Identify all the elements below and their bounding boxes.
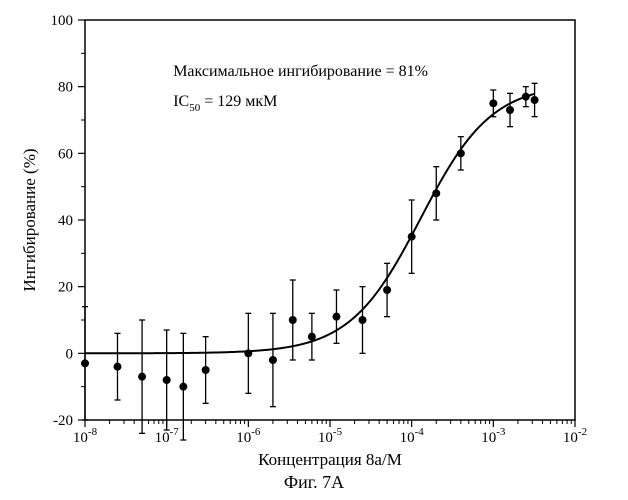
annotation-text: IC50 = 129 мкМ xyxy=(173,93,277,114)
x-tick-label: 10-8 xyxy=(73,426,98,446)
data-point xyxy=(432,167,440,220)
marker-icon xyxy=(358,316,366,324)
data-point xyxy=(358,287,366,354)
data-point xyxy=(202,337,210,404)
marker-icon xyxy=(163,376,171,384)
data-point xyxy=(179,333,187,440)
marker-icon xyxy=(506,106,514,114)
data-point xyxy=(332,290,340,343)
figure-caption: Фиг. 7А xyxy=(284,472,344,492)
x-axis-label: Концентрация 8a/M xyxy=(258,450,402,469)
data-point xyxy=(269,313,277,406)
marker-icon xyxy=(432,189,440,197)
marker-icon xyxy=(289,316,297,324)
y-tick-label: -20 xyxy=(53,413,73,429)
annotation-text: Максимальное ингибирование = 81% xyxy=(173,63,428,80)
marker-icon xyxy=(522,93,530,101)
plot-frame xyxy=(85,20,575,420)
data-point xyxy=(531,83,539,116)
y-tick-label: 100 xyxy=(51,13,74,29)
data-point xyxy=(383,263,391,316)
marker-icon xyxy=(244,349,252,357)
marker-icon xyxy=(308,333,316,341)
x-tick-label: 10-6 xyxy=(236,426,261,446)
y-tick-label: 20 xyxy=(58,280,73,296)
marker-icon xyxy=(113,363,121,371)
y-axis-label: Ингибирование (%) xyxy=(20,148,39,291)
marker-icon xyxy=(408,233,416,241)
y-tick-label: 80 xyxy=(58,80,73,96)
data-point xyxy=(308,313,316,360)
data-point xyxy=(457,137,465,170)
marker-icon xyxy=(489,99,497,107)
marker-icon xyxy=(269,356,277,364)
data-point xyxy=(289,280,297,360)
marker-icon xyxy=(383,286,391,294)
marker-icon xyxy=(332,313,340,321)
marker-icon xyxy=(179,383,187,391)
x-tick-label: 10-5 xyxy=(318,426,343,446)
data-point xyxy=(506,93,514,126)
marker-icon xyxy=(81,359,89,367)
data-point xyxy=(244,313,252,393)
marker-icon xyxy=(138,373,146,381)
data-point xyxy=(113,333,121,400)
y-tick-label: 0 xyxy=(66,346,74,362)
marker-icon xyxy=(457,149,465,157)
data-point xyxy=(81,307,89,420)
y-tick-label: 40 xyxy=(58,213,73,229)
data-point xyxy=(138,320,146,433)
fit-curve xyxy=(85,94,535,354)
x-tick-label: 10-2 xyxy=(563,426,587,446)
chart-svg: -2002040608010010-810-710-610-510-410-31… xyxy=(0,0,628,500)
x-tick-label: 10-4 xyxy=(400,426,425,446)
data-point xyxy=(163,330,171,430)
data-point xyxy=(408,200,416,273)
marker-icon xyxy=(202,366,210,374)
x-tick-label: 10-3 xyxy=(481,426,506,446)
data-point xyxy=(522,87,530,107)
marker-icon xyxy=(531,96,539,104)
y-tick-label: 60 xyxy=(58,146,73,162)
